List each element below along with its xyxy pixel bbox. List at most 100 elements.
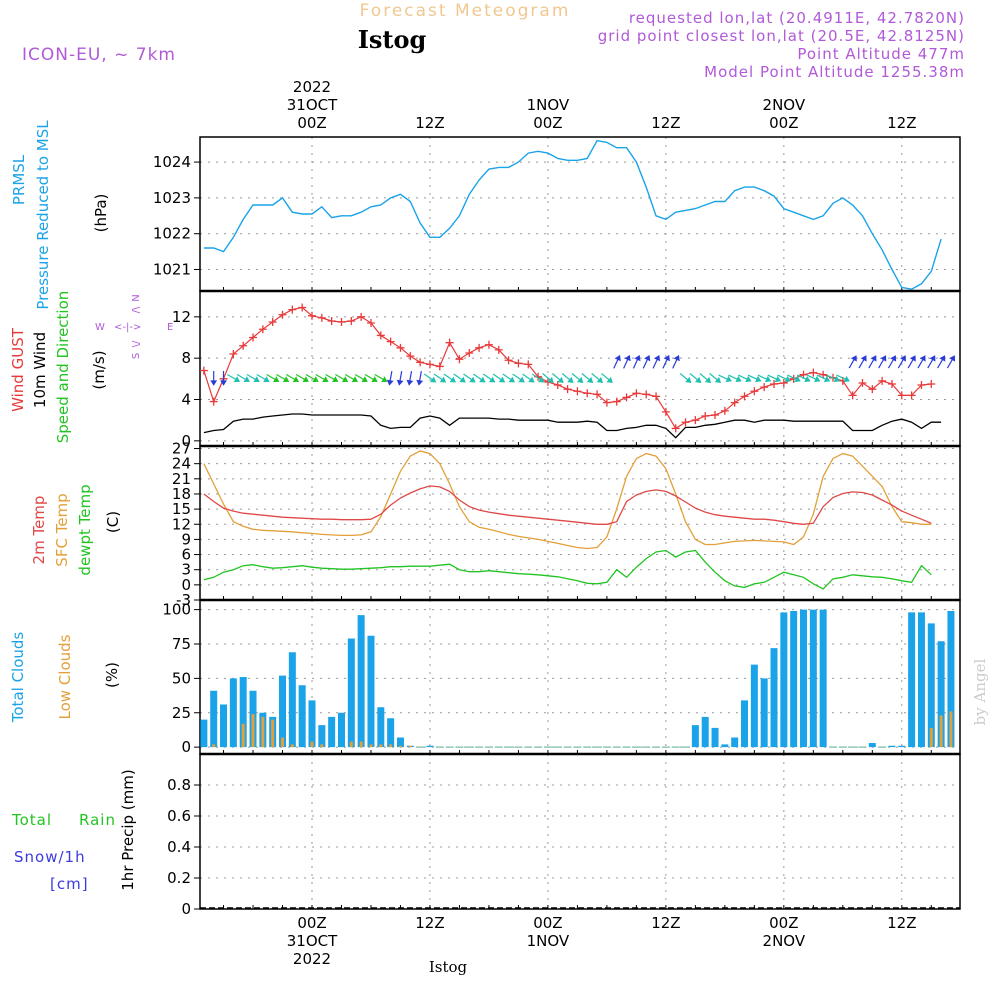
total-clouds-bar [898, 745, 906, 748]
wind-direction-arrow [266, 373, 280, 383]
wind-gust-point [907, 391, 916, 400]
total-clouds-bar [750, 664, 758, 748]
wind-direction-arrow [897, 355, 906, 369]
wind-ytick-label: 0 [181, 432, 191, 450]
wind-direction-arrow [679, 373, 692, 383]
model-altitude: Model Point Altitude 1255.38m [704, 63, 965, 81]
wind-gust-point [425, 360, 434, 369]
wind-gust-point [868, 385, 877, 394]
low-clouds-bar [261, 716, 265, 748]
wind-gust-point [258, 325, 267, 334]
low-clouds-bar [212, 744, 216, 748]
wind-gust-point [288, 305, 297, 314]
wind-direction-arrow [937, 355, 946, 369]
wind-gust-point [632, 389, 641, 398]
top-time-label: 00Z [297, 114, 326, 132]
wind-panel: 0 4 8 12 [172, 291, 961, 450]
wind-direction-arrow [502, 373, 515, 383]
low-clouds-bar [241, 723, 245, 748]
wind-speed-dir-label: Speed and Direction [54, 291, 72, 444]
low-clouds-bar [290, 744, 294, 748]
temp-ytick-label: 21 [172, 470, 191, 488]
total-clouds-bar [691, 725, 699, 748]
wind-gust-point [927, 380, 936, 388]
total-clouds-bar [288, 652, 296, 748]
wind-gust-line [203, 306, 932, 430]
wind-direction-arrow [662, 354, 670, 369]
bottom-date-label: 2NOV [763, 932, 806, 950]
panels: 102110221023102404812-303691215182124270… [153, 137, 961, 918]
total-clouds-bar [770, 648, 778, 748]
pressure-ytick-label: 1022 [153, 225, 191, 243]
temp-ytick-label: 12 [172, 515, 191, 533]
clouds-ytick-label: 100 [162, 601, 191, 619]
total-clouds-bar [711, 727, 719, 748]
total-clouds-bar [220, 704, 228, 748]
wind-gust-point [366, 319, 375, 328]
total-clouds-bar [357, 615, 365, 748]
model-label: ICON-EU, ~ 7km [22, 45, 176, 65]
wind-direction-arrow [542, 373, 554, 383]
wind-gust-point [406, 352, 415, 361]
total-clouds-bar [318, 725, 326, 748]
compass-arrow-mid: <-|-> [114, 322, 141, 333]
low-clouds-label: Low Clouds [56, 634, 74, 719]
wind-gust-point [897, 391, 906, 400]
wind-gust-point [622, 393, 631, 402]
wind-direction-arrow [613, 354, 621, 369]
wind-gust-point [681, 418, 690, 427]
compass-e-label: E [167, 322, 173, 333]
total-clouds-bar [367, 635, 375, 748]
prmsl-line [203, 139, 942, 290]
wind-direction-arrow [806, 374, 821, 383]
top-time-label: 12Z [651, 114, 680, 132]
precip-frame [199, 753, 961, 910]
wind-direction-arrow [836, 374, 850, 383]
wind-direction-arrow [689, 373, 702, 383]
total-clouds-bar [760, 678, 768, 748]
total-clouds-bar [947, 611, 955, 748]
precip-total-label: Total [11, 811, 52, 829]
wind-direction-arrow [276, 373, 290, 383]
wind-gust-point [416, 358, 425, 367]
wind-direction-arrow [747, 374, 762, 383]
total-clouds-bar [426, 745, 434, 748]
wind-gust-point [573, 387, 582, 396]
wind-direction-arrow [709, 373, 721, 383]
wind-gust-point [760, 383, 769, 392]
wind-direction-arrow [581, 373, 594, 383]
wind-direction-arrow [757, 374, 772, 383]
clouds-ytick-label: 75 [172, 635, 191, 653]
wind-gust-point [396, 343, 405, 352]
clouds-ytick-label: 50 [172, 669, 191, 687]
wind-gust-point [770, 380, 779, 388]
total-clouds-bar [790, 611, 798, 748]
temp-2m-label: 2m Temp [30, 496, 48, 565]
precip-panel: 0 0.2 0.4 0.6 0.8 [167, 753, 961, 918]
total-clouds-bar [741, 700, 749, 748]
total-clouds-bar [328, 716, 336, 748]
top-time-label: 00Z [769, 114, 798, 132]
wind-direction-arrow [699, 373, 712, 383]
temp-ytick-label: 6 [181, 546, 191, 564]
wind-direction-arrow [453, 373, 466, 383]
low-clouds-bar [251, 714, 255, 748]
total-clouds-bar [387, 718, 395, 748]
wind-direction-arrow [796, 374, 811, 383]
wind-gust-point [583, 389, 592, 398]
wind-ytick-label: 4 [181, 391, 191, 409]
prmsl-label: PRMSL [10, 154, 28, 205]
compass-arrow-top: /\ [131, 306, 142, 313]
wind-direction-arrow [601, 373, 613, 383]
temp-ytick-label: 15 [172, 500, 191, 518]
wind-gust-point [484, 340, 493, 349]
bottom-time-label: 00Z [769, 914, 798, 932]
temp-ytick-label: 3 [181, 561, 191, 579]
wind-direction-arrow [210, 371, 218, 386]
wind-direction-arrow [386, 371, 394, 386]
wind-direction-arrow [907, 355, 916, 369]
bottom-time-label: 12Z [887, 914, 916, 932]
wind-gust-point [435, 362, 444, 371]
